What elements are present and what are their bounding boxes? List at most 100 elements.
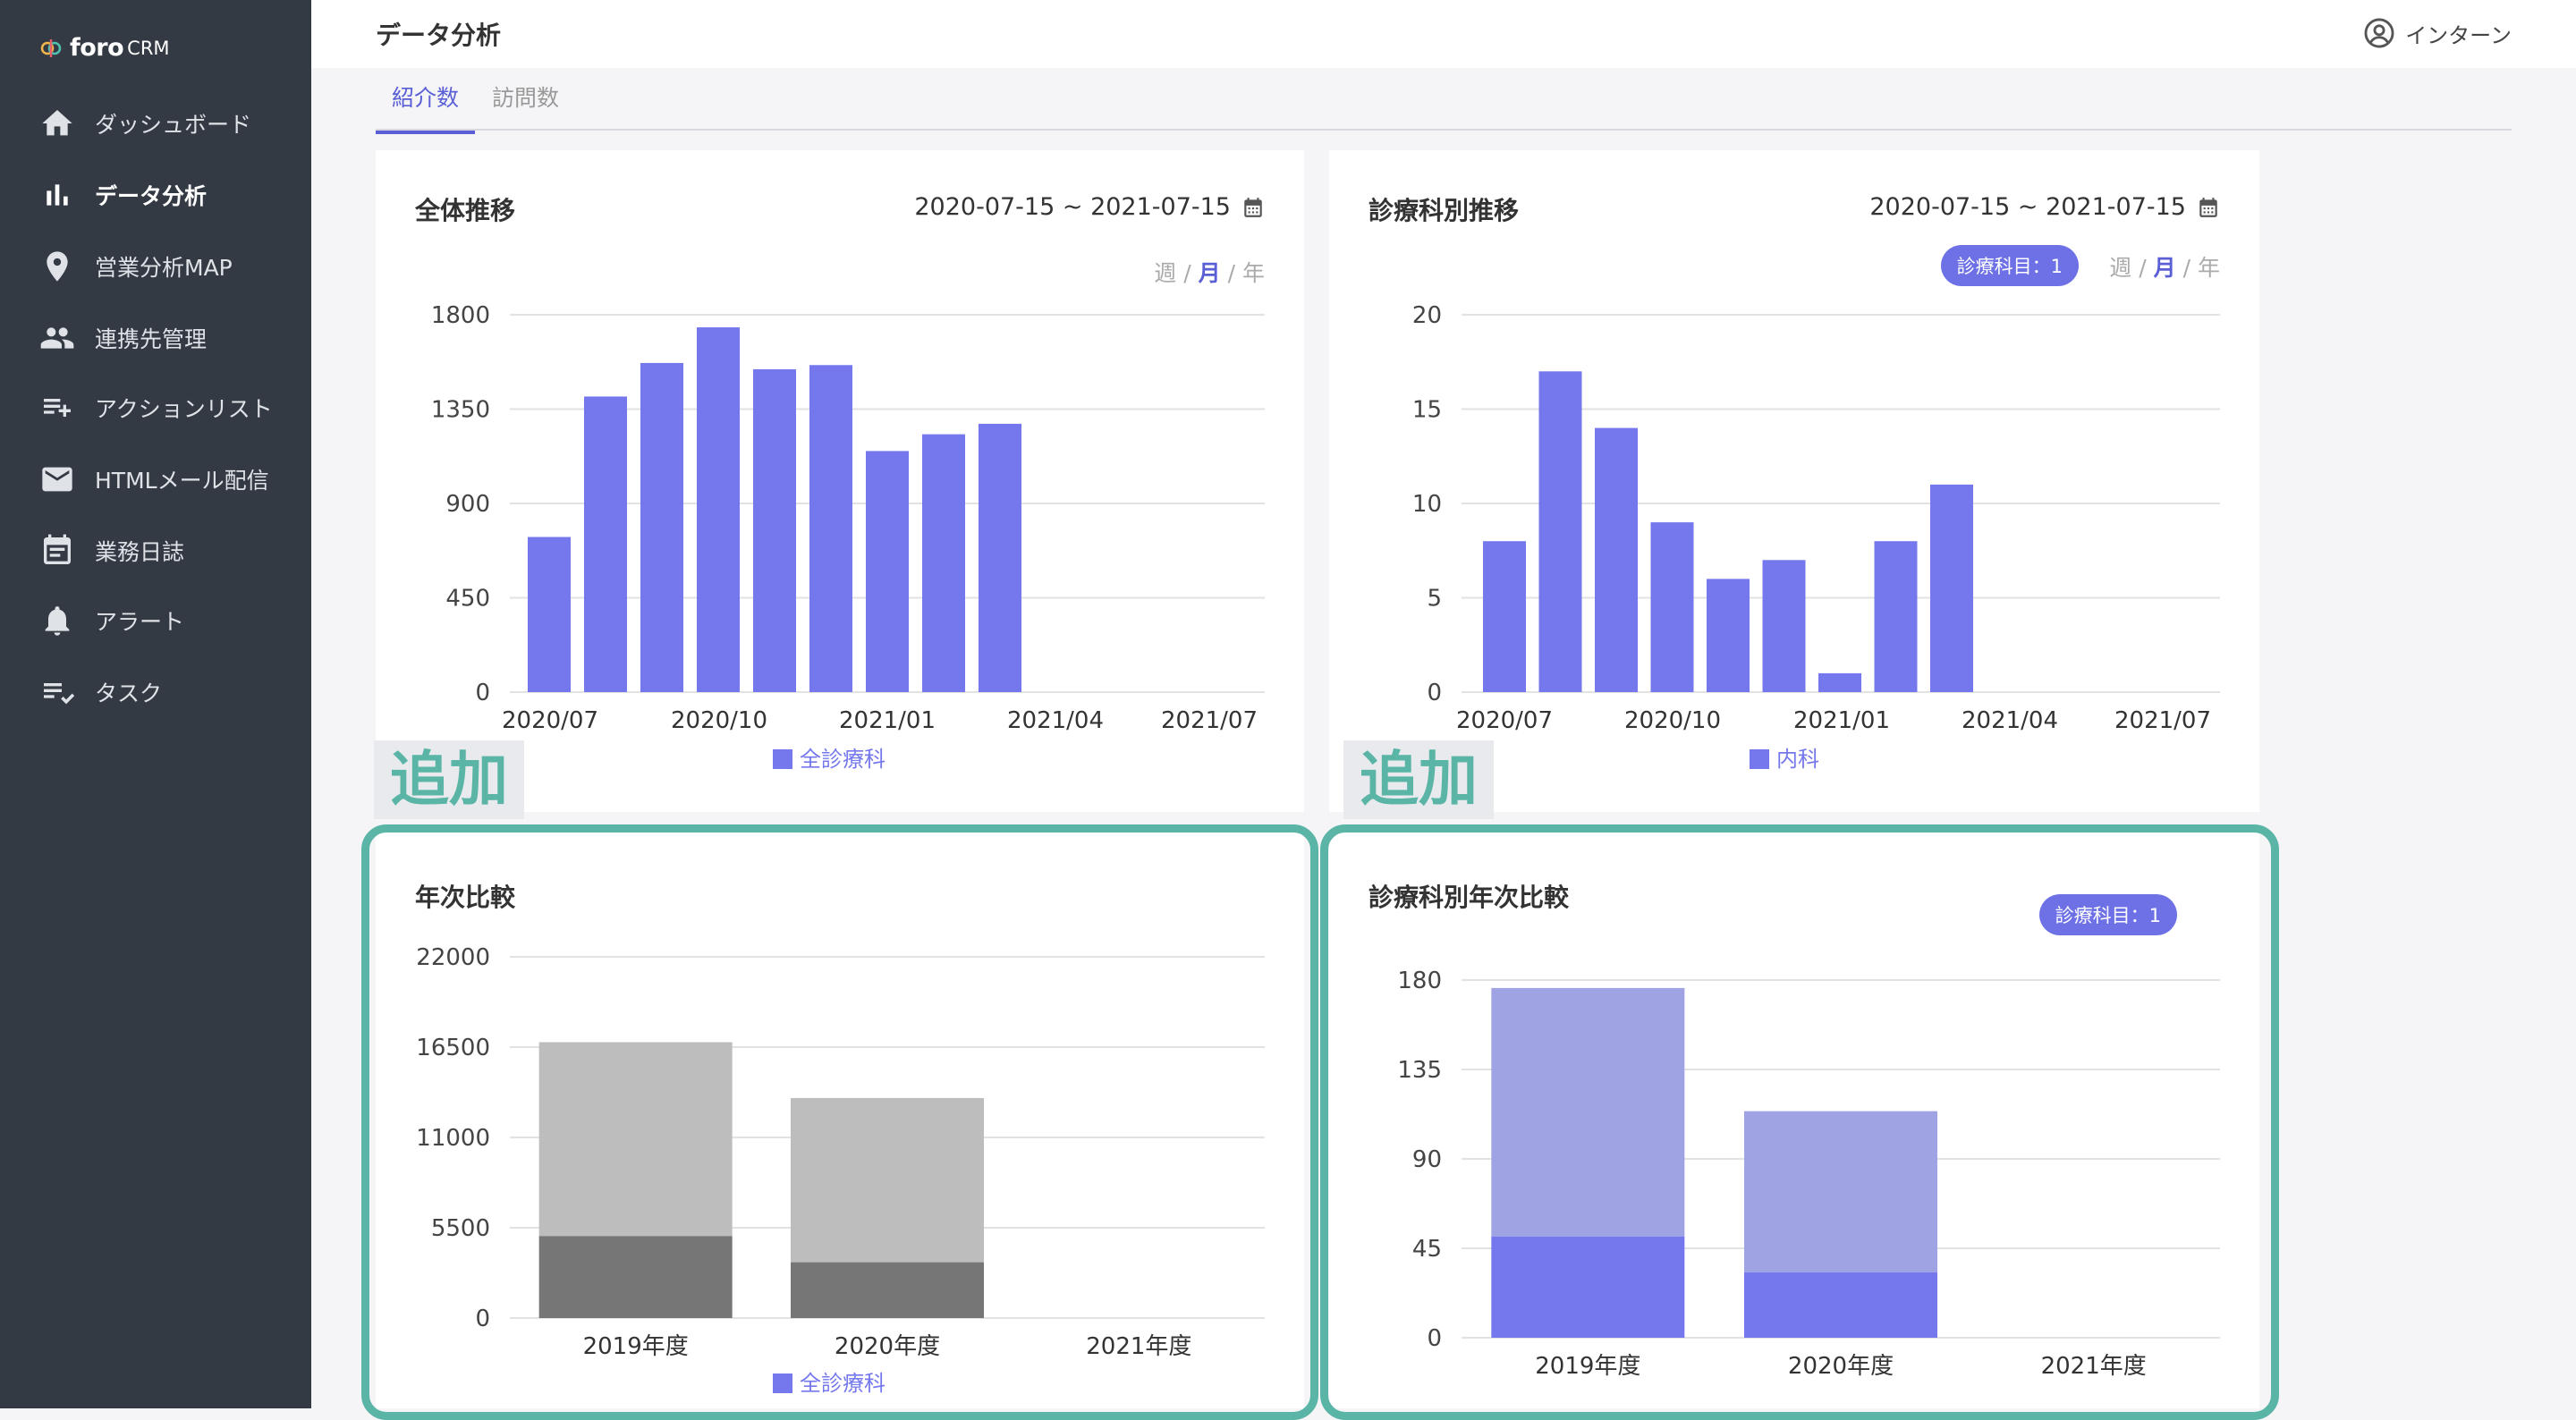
- x-tick-label: 2020/07: [502, 707, 598, 734]
- period-year[interactable]: 年: [1241, 260, 1265, 286]
- dept-yearly-comparison-chart: 0 45 90 135 180 2019年度 2020年度 2021年度: [1397, 968, 2220, 1380]
- logo-subtext: CRM: [127, 37, 170, 59]
- period-sep: /: [1227, 260, 1236, 286]
- sidebar-item-data-analysis[interactable]: データ分析: [39, 175, 207, 215]
- stacked-bar-segment: [1744, 1272, 1937, 1338]
- bar: [922, 434, 965, 692]
- bar: [1538, 371, 1582, 692]
- legend-label: 内科: [1776, 747, 1819, 772]
- x-tick-label: 2021/04: [1007, 707, 1104, 734]
- sidebar-item-action-list[interactable]: アクションリスト: [39, 388, 273, 427]
- period-month[interactable]: 月: [2153, 255, 2176, 281]
- y-tick-label: 135: [1397, 1057, 1442, 1084]
- mail-icon: [42, 467, 72, 492]
- x-tick-label: 2020/10: [1624, 707, 1721, 734]
- period-month[interactable]: 月: [1198, 260, 1221, 286]
- bar: [979, 423, 1021, 692]
- logo-mark-icon: [39, 37, 63, 60]
- period-sep: /: [1183, 260, 1191, 286]
- x-tick-label: 2020年度: [1788, 1353, 1894, 1380]
- y-tick-label: 11000: [416, 1125, 490, 1152]
- period-year[interactable]: 年: [2197, 255, 2220, 281]
- dept-filter-pill[interactable]: 診療科目：1: [2038, 894, 2177, 935]
- task-check-icon: [44, 683, 75, 705]
- y-tick-label: 1800: [431, 302, 490, 329]
- stacked-bar-segment: [791, 1262, 984, 1318]
- overall-trend-chart: 0 450 900 1350 1800 2020/07 2020/10 2021/01 2021…: [431, 302, 1265, 772]
- x-tick-label: 2021/07: [1161, 707, 1258, 734]
- y-tick-label: 22000: [416, 944, 490, 971]
- x-tick-label: 2019年度: [583, 1333, 689, 1360]
- period-selector: 週 / 月 / 年: [1154, 256, 1265, 288]
- y-tick-label: 180: [1397, 968, 1442, 994]
- y-tick-label: 0: [475, 680, 490, 706]
- tab-referrals[interactable]: 紹介数: [376, 80, 476, 134]
- sidebar-item-label: 業務日誌: [95, 539, 185, 565]
- sidebar-item-html-mail[interactable]: HTMLメール配信: [39, 460, 269, 499]
- legend-swatch: [773, 1374, 792, 1393]
- y-tick-label: 0: [1427, 680, 1442, 706]
- legend-label: 全診療科: [800, 1371, 886, 1396]
- bar: [866, 451, 909, 692]
- y-tick-label: 0: [1427, 1325, 1442, 1352]
- sidebar-item-label: アクションリスト: [95, 396, 273, 422]
- x-tick-label: 2021/01: [839, 707, 936, 734]
- bar: [640, 362, 683, 692]
- map-pin-icon: [47, 251, 68, 282]
- stacked-bar-segment: [1491, 987, 1685, 1237]
- sidebar-item-sales-map[interactable]: 営業分析MAP: [39, 247, 233, 286]
- legend-swatch: [1750, 749, 1769, 769]
- dept-trend-chart: 0 5 10 15 20 2020/07 2020/10 2021/01 2021/04 2021…: [1412, 302, 2220, 772]
- user-menu[interactable]: インターン: [2362, 16, 2512, 50]
- date-range-picker[interactable]: 2020-07-15 ~ 2021-07-15: [1869, 193, 2220, 221]
- card-dept-trend: 診療科別推移 2020-07-15 ~ 2021-07-15 診療科目：1 週 …: [1329, 150, 2259, 812]
- page-title: データ分析: [376, 21, 502, 50]
- people-icon: [40, 327, 74, 349]
- y-tick-label: 1350: [431, 397, 490, 424]
- x-tick-label: 2020年度: [835, 1333, 940, 1360]
- period-sep: /: [2182, 255, 2191, 281]
- bar: [528, 537, 571, 692]
- app-logo[interactable]: foro CRM: [39, 34, 170, 62]
- user-name: インターン: [2405, 22, 2512, 48]
- card-dept-yearly-comparison: 診療科別年次比較 診療科目：1 0 45 90 135 180 2019年度 2020年度 2…: [1329, 832, 2259, 1408]
- x-tick-label: 2021年度: [2041, 1353, 2147, 1380]
- bar: [697, 327, 740, 692]
- bar: [1874, 541, 1918, 692]
- x-tick-label: 2021/01: [1793, 707, 1890, 734]
- sidebar-item-work-log[interactable]: 業務日誌: [39, 531, 184, 571]
- sidebar-item-alert[interactable]: アラート: [39, 601, 184, 640]
- calendar-icon: [2199, 197, 2217, 217]
- legend-label: 全診療科: [800, 747, 886, 772]
- legend-swatch: [773, 749, 792, 769]
- tab-visits[interactable]: 訪問数: [492, 85, 560, 111]
- period-week[interactable]: 週: [2109, 255, 2132, 281]
- card-overall-trend: 全体推移 2020-07-15 ~ 2021-07-15 週 / 月 / 年 0…: [376, 150, 1304, 812]
- stacked-bar-segment: [791, 1097, 984, 1263]
- date-range-picker[interactable]: 2020-07-15 ~ 2021-07-15: [914, 193, 1265, 221]
- bar: [584, 396, 627, 692]
- added-annotation-label: 追加: [374, 740, 524, 819]
- period-week[interactable]: 週: [1154, 260, 1177, 286]
- sidebar-item-task[interactable]: タスク: [39, 672, 162, 712]
- y-tick-label: 5: [1427, 586, 1442, 613]
- sidebar-item-label: 連携先管理: [95, 326, 208, 352]
- bar: [753, 368, 796, 692]
- added-annotation-label: 追加: [1343, 740, 1494, 819]
- sidebar-item-label: タスク: [95, 680, 163, 706]
- y-tick-label: 20: [1412, 302, 1442, 329]
- y-tick-label: 16500: [416, 1035, 490, 1061]
- y-tick-label: 15: [1412, 397, 1442, 424]
- dept-filter-pill[interactable]: 診療科目：1: [1940, 245, 2079, 286]
- sidebar-item-label: データ分析: [95, 183, 208, 209]
- calendar-icon: [1244, 197, 1262, 217]
- stacked-bar-segment: [538, 1042, 733, 1237]
- bar: [1930, 484, 1973, 692]
- account-circle-icon: [2364, 18, 2394, 48]
- y-tick-label: 45: [1412, 1236, 1442, 1263]
- stacked-bar-segment: [1491, 1236, 1685, 1338]
- date-range-text: 2020-07-15 ~ 2021-07-15: [914, 193, 1231, 221]
- bar: [1818, 672, 1861, 692]
- sidebar-item-partners[interactable]: 連携先管理: [39, 318, 207, 358]
- sidebar-item-dashboard[interactable]: ダッシュボード: [39, 104, 251, 143]
